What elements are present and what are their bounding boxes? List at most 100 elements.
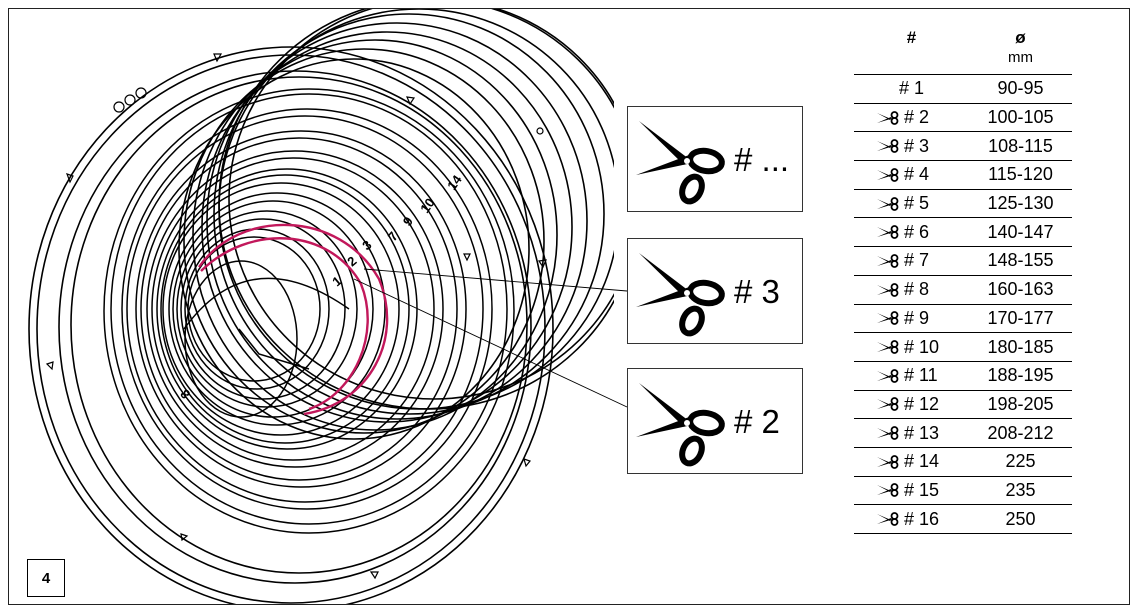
row-number: # 8 [904,279,930,300]
scissors-small-icon [877,340,899,354]
row-diameter: 225 [1005,451,1036,472]
scissors-icon [636,121,725,205]
row-number-cell: # 7 [854,250,969,271]
row-diameter: 188-195 [987,365,1054,386]
table-header: # ø mm [854,22,1072,75]
row-diameter: 170-177 [987,307,1054,328]
row-number-cell: # 14 [854,451,969,472]
row-number-cell: # 4 [854,164,969,185]
table-body: # 1 90-95 # 2 100-105 # 3 108-115 # 4 115-120 # … [854,75,1072,534]
scissors-icon [636,253,725,337]
row-number: # 13 [904,422,940,443]
ring-adapter-drawing: 1 2 3 7 9 10 14 8 [28,9,628,604]
table-row: # 8 160-163 [854,276,1072,305]
scissors-small-icon [877,168,899,182]
callout-label: # 3 [734,273,780,310]
scissors-small-icon [877,483,899,498]
table-row: # 13 208-212 [854,419,1072,448]
row-number-cell: # 11 [854,365,969,386]
step-number-box: 4 [27,559,65,597]
flange-markers [45,53,547,580]
outer-flange [28,46,554,604]
highlighted-ring [198,223,389,416]
row-number: # 1 [898,78,925,99]
row-number: # 4 [904,164,930,185]
row-number-cell: # 5 [854,193,969,214]
row-diameter: 125-130 [987,193,1054,214]
row-number-cell: # 15 [854,480,969,501]
scissors-small-icon [877,282,899,297]
row-number: # 3 [904,135,930,156]
scissors-small-icon [877,139,899,154]
table-row: # 5 125-130 [854,190,1072,219]
row-number-cell: # 6 [854,222,969,243]
table-row: # 4 115-120 [854,161,1072,190]
row-number-cell: # 12 [854,394,969,415]
table-row: # 14 225 [854,448,1072,477]
scissors-small-icon [877,110,899,125]
row-number-cell: # 8 [854,279,969,300]
row-diameter: 180-185 [987,336,1054,357]
callout-cut-more: # ... [627,106,803,212]
table-row: # 12 198-205 [854,391,1072,420]
row-diameter: 100-105 [987,107,1054,128]
row-number-cell: # 1 [854,78,969,99]
row-number-cell: # 13 [854,423,969,444]
row-number: # 12 [904,393,940,414]
scissors-small-icon [877,311,899,326]
row-diameter: 250 [1005,508,1036,529]
ring-label-2: 2 [344,253,359,269]
row-diameter: 115-120 [988,164,1053,185]
row-number: # 14 [904,451,940,472]
table-row: # 6 140-147 [854,218,1072,248]
ring-label-14: 14 [444,172,465,193]
table-row: # 3 108-115 [854,132,1072,162]
callout-cut-3: # 3 [627,238,803,344]
callout-label: # 2 [734,403,780,440]
table-row: # 2 100-105 [854,104,1072,133]
header-diameter: ø [1015,28,1026,47]
leader-lines [353,268,628,408]
header-number: # [906,28,917,47]
table-row: # 1 90-95 [854,75,1072,104]
table-row: # 11 188-195 [854,362,1072,391]
row-diameter: 160-163 [987,279,1054,300]
table-row: # 7 148-155 [854,247,1072,276]
callout-cut-2: # 2 [627,368,803,474]
row-number: # 2 [904,107,930,128]
row-diameter: 235 [1005,479,1036,500]
row-number: # 10 [904,336,940,357]
scissors-small-icon [877,397,899,412]
scissors-small-icon [877,368,899,383]
row-diameter: 140-147 [987,221,1054,242]
row-diameter: 148-155 [987,250,1054,271]
row-number: # 6 [904,221,930,242]
callout-label: # ... [734,141,790,178]
row-diameter: 108-115 [988,135,1053,156]
nested-rings [103,88,515,534]
row-number: # 9 [904,307,930,328]
table-row: # 16 250 [854,505,1072,534]
scissors-small-icon [877,426,899,440]
header-unit: mm [1008,49,1033,66]
row-number-cell: # 3 [854,136,969,157]
row-number-cell: # 16 [854,509,969,530]
row-number: # 15 [904,479,940,500]
ring-label-10: 10 [417,195,438,215]
scissors-small-icon [877,225,899,240]
row-number: # 11 [904,365,938,386]
scissors-icon [636,383,725,467]
row-number-cell: # 9 [854,308,969,329]
table-row: # 15 235 [854,477,1072,506]
row-diameter: 198-205 [987,393,1054,414]
size-table: # ø mm # 1 90-95 # 2 100-105 # 3 108-115 # 4 11… [854,22,1072,534]
row-number: # 16 [904,508,940,529]
scissors-small-icon [877,196,899,211]
ring-label-3: 3 [359,237,374,253]
row-number-cell: # 2 [854,107,969,128]
scissors-small-icon [877,254,899,268]
scissors-small-icon [877,512,899,527]
table-row: # 9 170-177 [854,305,1072,334]
ring-label-9: 9 [400,214,416,229]
instruction-frame: 1 2 3 7 9 10 14 8 4 # ... [8,8,1130,605]
